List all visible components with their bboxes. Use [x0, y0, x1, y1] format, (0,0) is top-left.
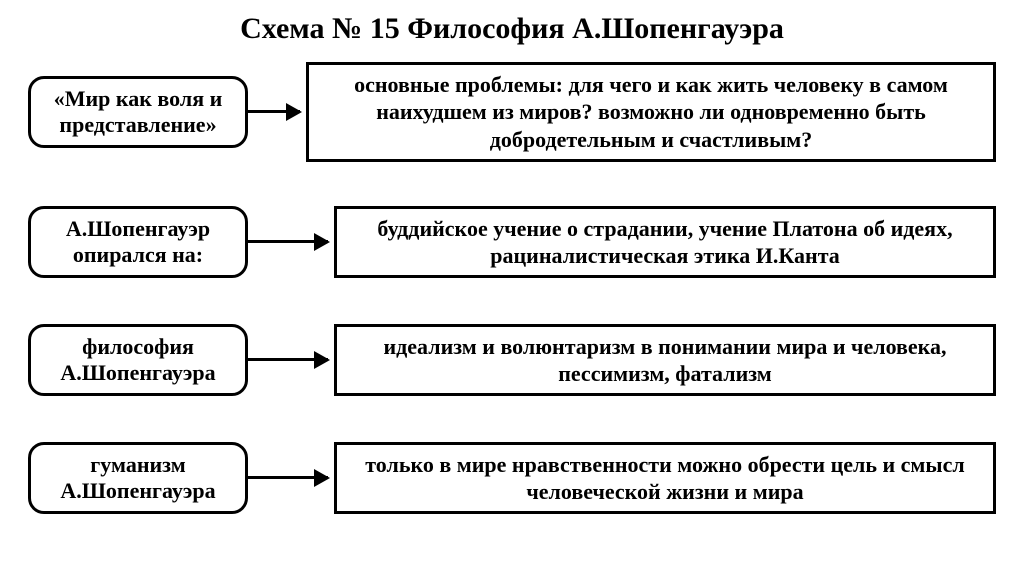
diagram-canvas: Схема № 15 Философия А.Шопенгауэра «Мир …: [0, 0, 1024, 583]
left-box-3-text: философия А.Шопенгауэра: [41, 334, 235, 387]
left-box-2: А.Шопенгауэр опирался на:: [28, 206, 248, 278]
diagram-title: Схема № 15 Философия А.Шопенгауэра: [0, 12, 1024, 46]
right-box-1: основные проблемы: для чего и как жить ч…: [306, 62, 996, 162]
left-box-2-text: А.Шопенгауэр опирался на:: [41, 216, 235, 269]
right-box-4: только в мире нравственности можно обрес…: [334, 442, 996, 514]
left-box-1: «Мир как воля и представление»: [28, 76, 248, 148]
right-box-3: идеализм и волюнтаризм в понимании мира …: [334, 324, 996, 396]
left-box-3: философия А.Шопенгауэра: [28, 324, 248, 396]
arrow-4: [248, 476, 328, 479]
arrow-2: [248, 240, 328, 243]
right-box-1-text: основные проблемы: для чего и как жить ч…: [323, 71, 979, 154]
left-box-4-text: гуманизм А.Шопенгауэра: [41, 452, 235, 505]
left-box-1-text: «Мир как воля и представление»: [41, 86, 235, 139]
right-box-3-text: идеализм и волюнтаризм в понимании мира …: [351, 333, 979, 388]
right-box-2-text: буддийское учение о страдании, учение Пл…: [351, 215, 979, 270]
arrow-3: [248, 358, 328, 361]
left-box-4: гуманизм А.Шопенгауэра: [28, 442, 248, 514]
right-box-2: буддийское учение о страдании, учение Пл…: [334, 206, 996, 278]
right-box-4-text: только в мире нравственности можно обрес…: [351, 451, 979, 506]
arrow-1: [248, 110, 300, 113]
